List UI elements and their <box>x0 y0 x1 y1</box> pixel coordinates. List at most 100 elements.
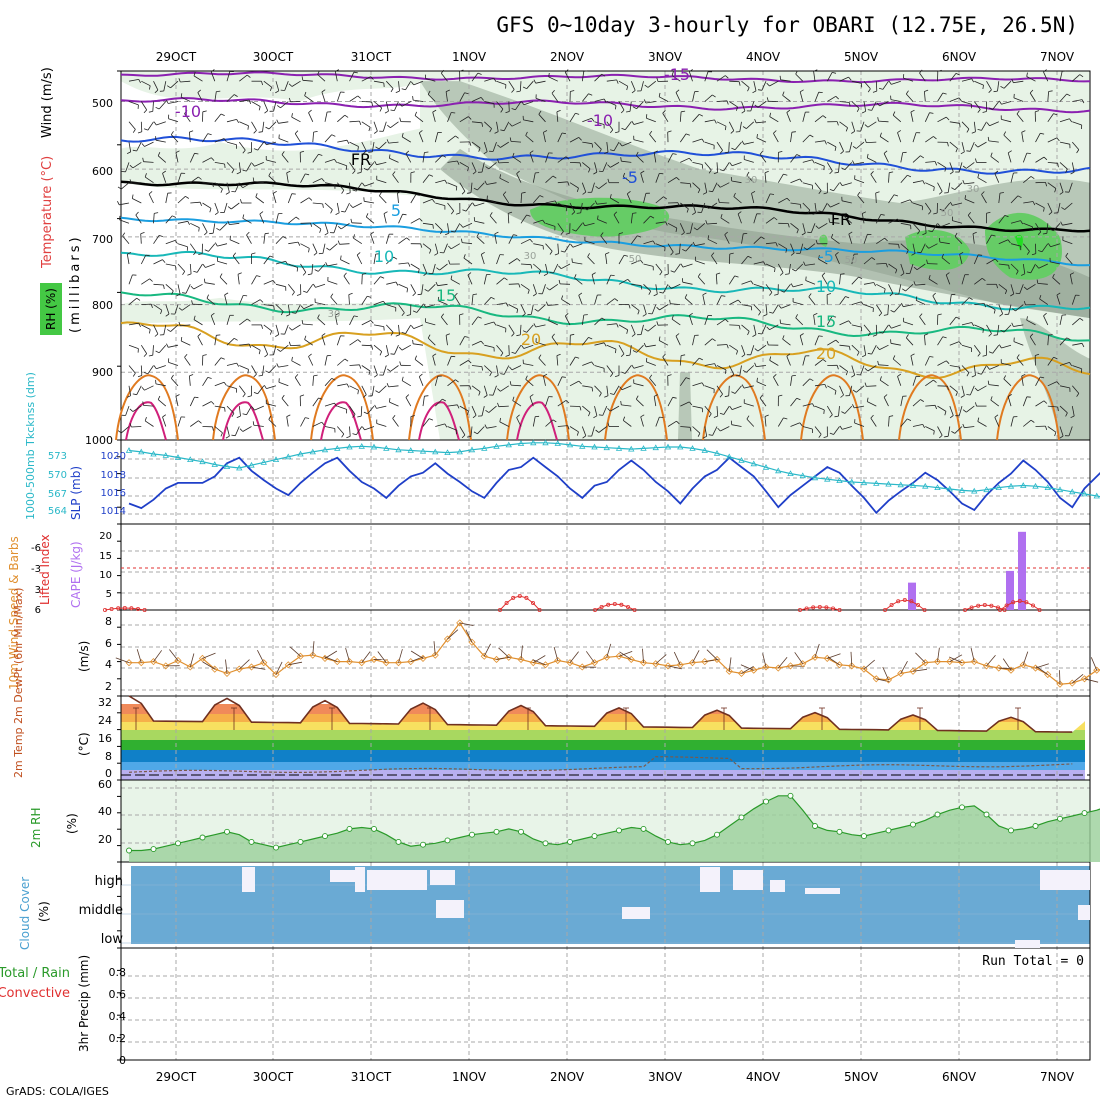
wind-barb <box>153 235 160 244</box>
wind-barb-flag <box>440 313 445 318</box>
wind-barb-flag <box>726 344 729 349</box>
date-label-top: 30OCT <box>253 50 294 64</box>
wind-barb-flag <box>1029 89 1034 94</box>
wind-barb-flag <box>934 161 937 166</box>
wind-barb <box>790 178 800 184</box>
wind-barb-flag <box>224 163 226 168</box>
rh-point <box>469 831 475 838</box>
wind-barb <box>613 214 620 224</box>
wind-barb <box>349 72 355 82</box>
wind-barb <box>324 378 332 387</box>
wind-barb <box>814 426 822 435</box>
wind-barb <box>462 242 473 245</box>
wind-barb <box>553 263 559 274</box>
wind-barb-flag <box>1021 373 1026 377</box>
wind-barb <box>543 376 546 386</box>
wind-barb-flag <box>258 106 261 111</box>
wind-barb-flag <box>490 296 495 300</box>
wind-barb <box>827 95 837 102</box>
wind-barb-flag <box>681 354 686 356</box>
wind-barb-flag <box>206 294 209 299</box>
wind-barb <box>733 196 742 204</box>
wind-barb <box>551 336 559 346</box>
wind-barb <box>947 182 951 193</box>
wind-barb <box>349 364 360 366</box>
wind-barb <box>489 215 497 224</box>
wind-barb-flag <box>440 230 443 235</box>
wind-barb-flag <box>685 377 690 380</box>
thickness-point <box>995 484 1002 490</box>
wind-barb <box>398 81 400 92</box>
thickness-point <box>505 441 512 448</box>
wind-barb-flag <box>285 260 289 265</box>
precip-tick: 0 <box>119 1054 126 1067</box>
wind-barb <box>496 302 507 305</box>
wind-barb <box>373 121 378 132</box>
wind-barb <box>210 315 216 326</box>
wind-barb <box>224 294 228 305</box>
wind-barb-flag <box>578 137 582 141</box>
wind-barb-flag <box>614 375 620 377</box>
wind-barb <box>1052 277 1061 285</box>
wind-barb-flag <box>392 171 396 175</box>
wind-barb-flag <box>876 346 880 350</box>
wind-barb <box>851 121 856 132</box>
wind-barb <box>799 243 804 254</box>
wind-barb <box>1023 222 1033 228</box>
cape-tick: 15 <box>99 551 112 562</box>
wind-barb <box>370 234 375 244</box>
wind-barb-flag <box>352 170 356 174</box>
wind-barb-flag <box>932 292 936 297</box>
wind-barb <box>949 385 958 393</box>
wind-barb-flag <box>263 141 267 146</box>
wind-barb <box>163 324 167 335</box>
rh-point <box>1057 815 1063 822</box>
pressure-tick: 500 <box>92 97 113 110</box>
wind-barb <box>144 420 154 427</box>
wind-barb-flag <box>166 329 171 332</box>
wind-barb-flag <box>538 354 542 359</box>
wind-barb-flag <box>708 413 712 418</box>
wind-barb-flag <box>312 283 316 288</box>
wind-barb-flag <box>856 351 860 356</box>
thickness-point <box>652 444 659 451</box>
wind-barb <box>839 296 846 305</box>
wind-barb <box>386 324 394 333</box>
wind-barb-flag <box>373 374 378 378</box>
wind-barb <box>239 121 249 127</box>
wind-barb-flag <box>813 69 818 72</box>
date-label-top: 1NOV <box>452 50 487 64</box>
wind-barb <box>312 202 323 205</box>
isotherm-10 <box>120 250 1091 311</box>
wind-barb <box>405 153 412 163</box>
wind-barb <box>336 202 340 213</box>
wind-speed-point <box>884 676 893 684</box>
wind-barb-flag <box>239 428 244 432</box>
wind-barb <box>618 278 628 285</box>
date-label-top: 6NOV <box>942 50 977 64</box>
wind-barb <box>974 324 984 330</box>
wind-barb <box>1023 176 1032 184</box>
wind-barb <box>739 365 742 376</box>
wind-barb-flag <box>135 211 139 216</box>
wind-barb <box>594 365 605 369</box>
wind-barb <box>206 297 216 305</box>
wind-barb <box>132 198 142 204</box>
wind-barb <box>863 324 871 333</box>
wind-barb <box>838 406 840 417</box>
wind-barb-flag <box>154 212 159 214</box>
thickness-tick: 570 <box>48 470 67 481</box>
wind-barb <box>147 365 154 375</box>
wind-barb-flag <box>401 332 406 334</box>
wind-barb <box>704 385 715 390</box>
wind-barb <box>128 79 139 82</box>
wind-barb <box>833 182 840 192</box>
wind-barb <box>312 397 319 407</box>
wind-barb-flag <box>155 106 160 110</box>
rh-point <box>763 798 769 805</box>
wind-barb-flag <box>593 171 598 175</box>
wind-barb <box>268 121 277 130</box>
wind-barb-flag <box>500 129 505 132</box>
wind-barb-flag <box>142 401 144 406</box>
wind-barb <box>778 243 788 250</box>
